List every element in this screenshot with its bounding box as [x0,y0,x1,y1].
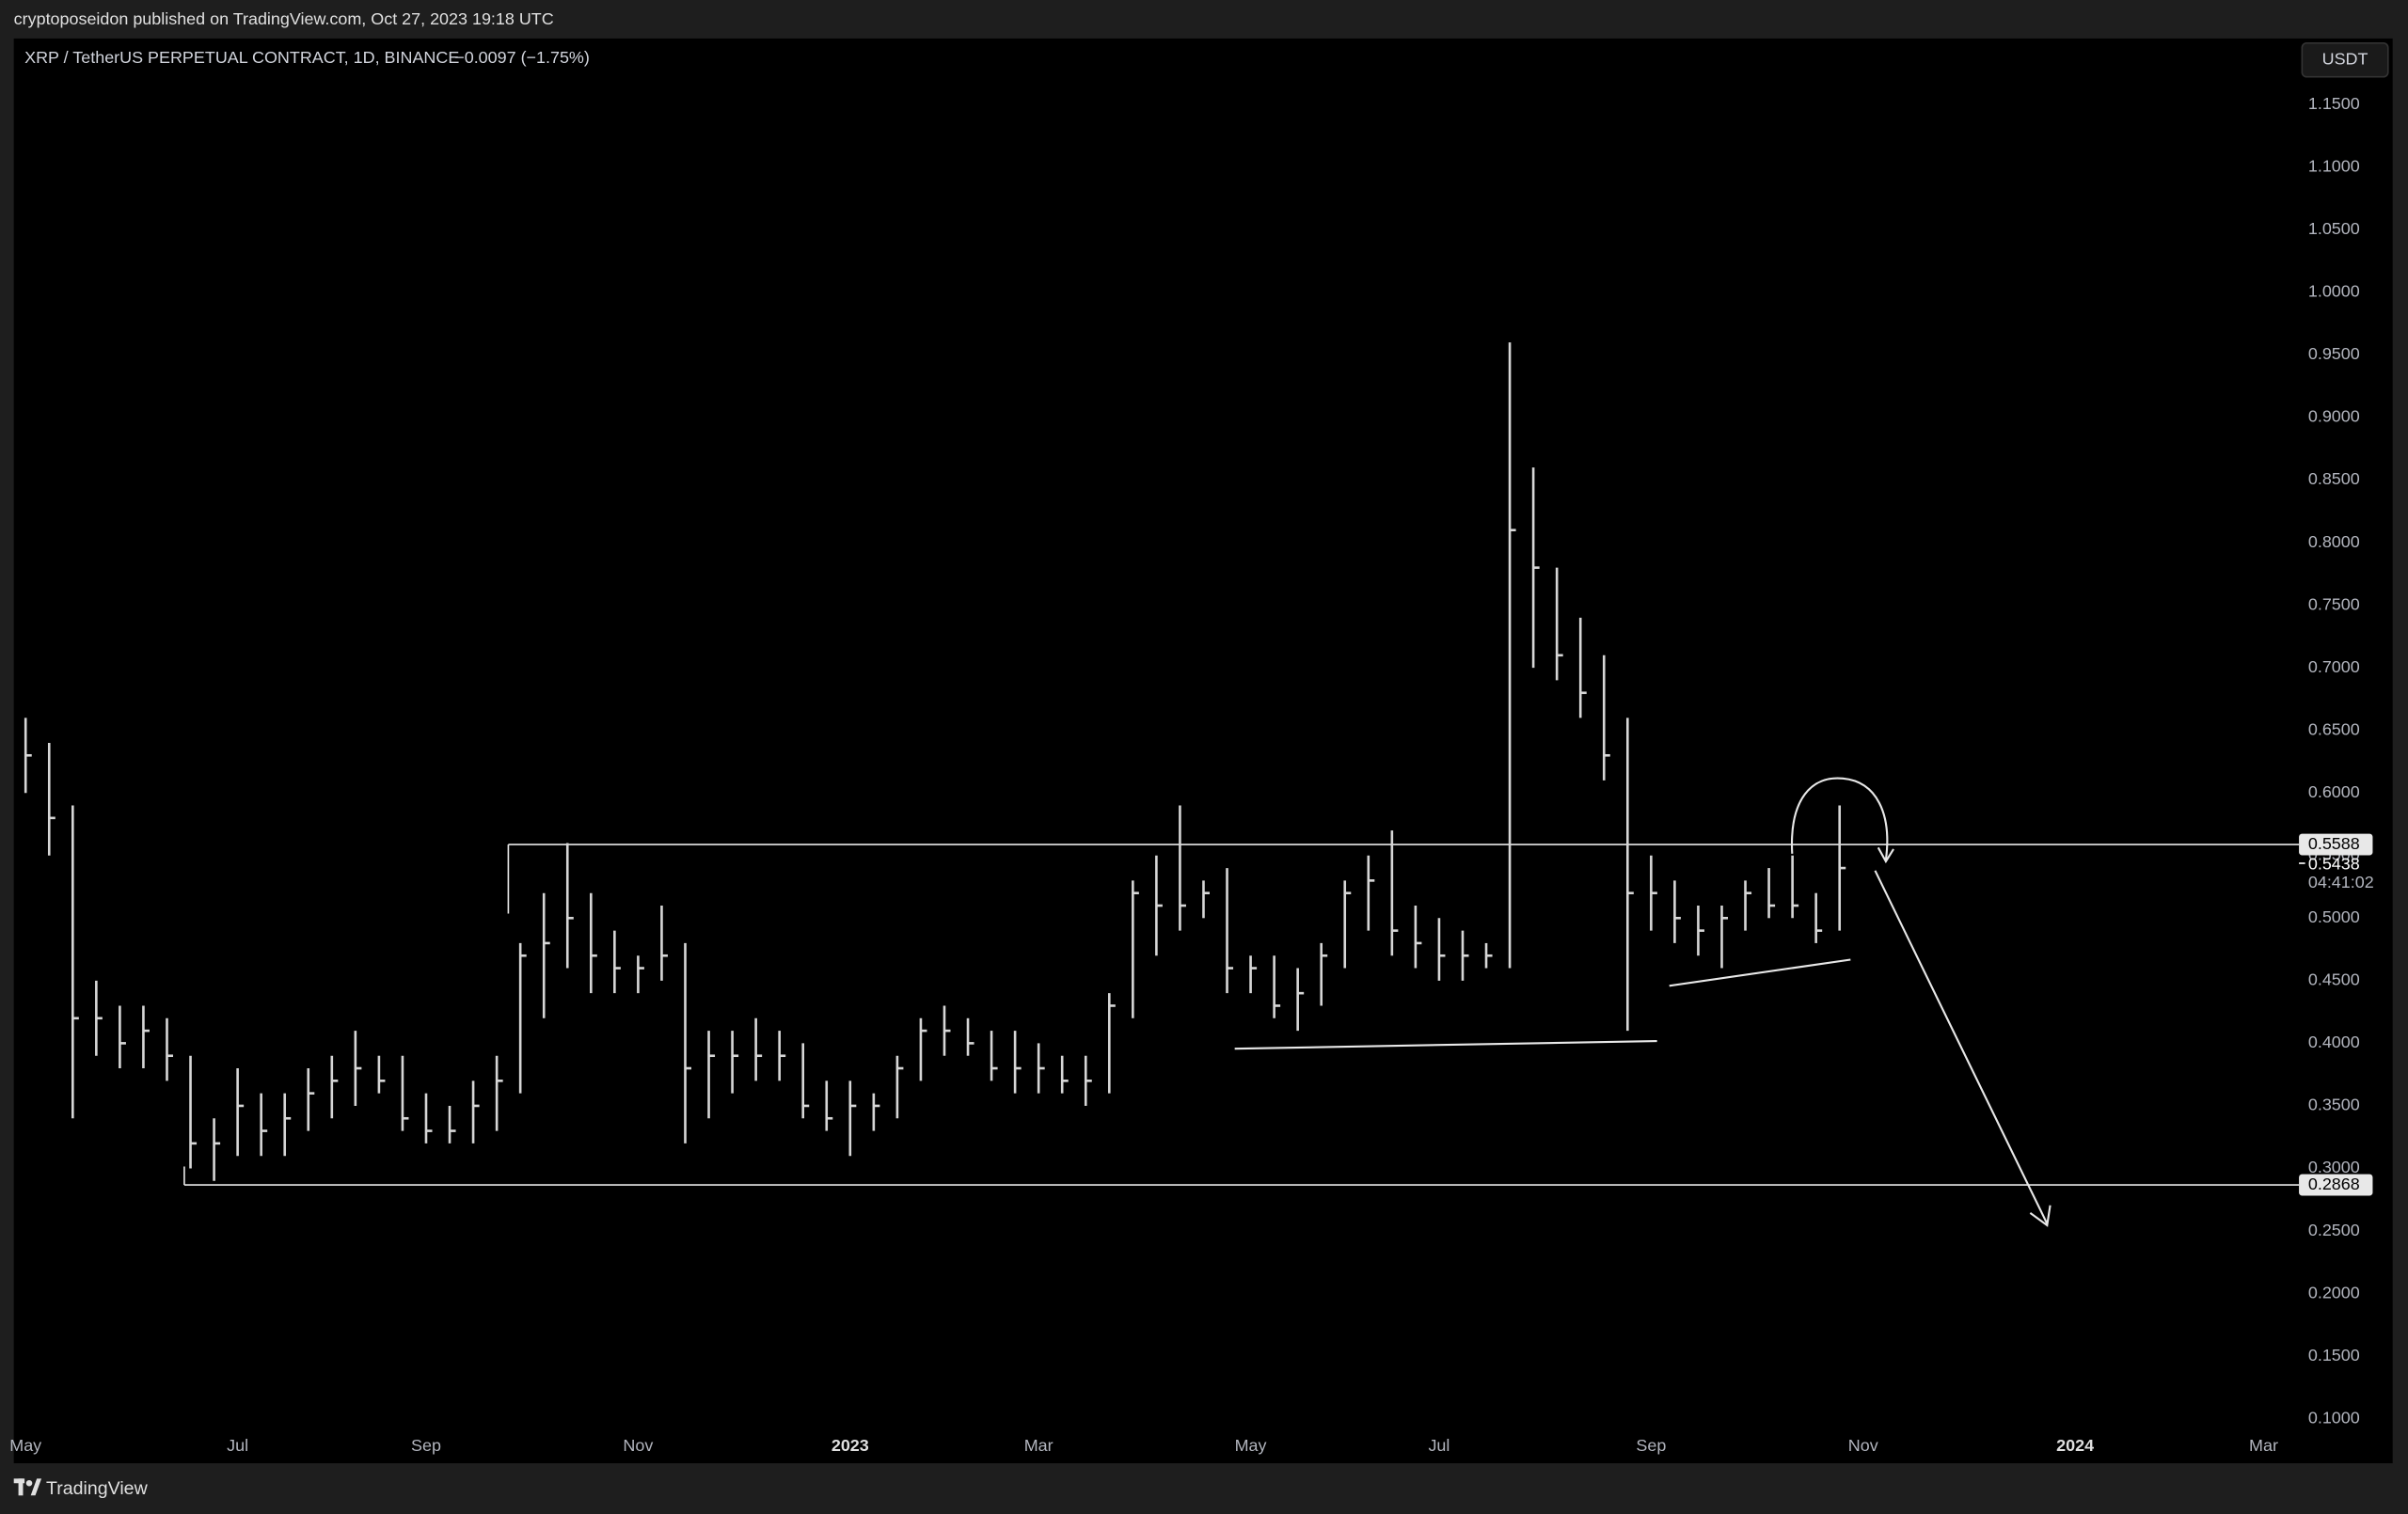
y-tick-label: 1.0000 [2308,282,2360,301]
y-tick-label: 1.1000 [2308,156,2360,175]
trendline [1234,1039,1657,1050]
y-tick-label: 0.6000 [2308,782,2360,801]
x-tick-label: Mar [2249,1436,2278,1455]
currency-label[interactable]: USDT [2322,50,2368,69]
y-tick-label: 0.5000 [2308,907,2360,926]
brand: TradingView [46,1478,149,1499]
y-tick-label: 0.6500 [2308,719,2360,738]
arc-head [1877,846,1894,864]
arrow-head [2029,1205,2052,1227]
y-tick-label: 0.3500 [2308,1096,2360,1114]
y-tick-label: 0.2500 [2308,1221,2360,1239]
level-tag [2299,833,2373,856]
y-tick-label: 0.9000 [2308,407,2360,426]
y-tick-label: 1.0500 [2308,219,2360,238]
y-tick-label: 1.1500 [2308,94,2360,113]
logo [13,1478,42,1496]
x-tick-label: 2023 [832,1436,869,1455]
x-tick-label: Sep [1636,1436,1666,1455]
x-tick-label: Nov [623,1436,653,1455]
trendline [1669,958,1851,987]
publish-note: cryptoposeidon published on TradingView.… [14,9,554,28]
drawings [1234,777,2052,1227]
x-tick-label: Mar [1024,1436,1054,1455]
x-tick-label: Jul [1428,1436,1450,1455]
y-tick-label: 0.4500 [2308,970,2360,989]
arc [1790,777,1889,860]
x-tick-label: Sep [411,1436,441,1455]
y-tick-label: 0.7000 [2308,657,2360,676]
y-tick-label: 0.3000 [2308,1158,2360,1176]
y-tick-label: 0.1500 [2308,1346,2360,1364]
change-label: −0.0097 (−1.75%) [454,48,590,67]
x-tick-label: Jul [227,1436,248,1455]
level-tag [2299,1174,2373,1196]
y-tick-label: 0.8500 [2308,469,2360,488]
y-tick-label: 0.7500 [2308,594,2360,613]
chart-panel [13,38,2393,1464]
x-tick-label: 2024 [2056,1436,2094,1455]
symbol-title: XRP / TetherUS PERPETUAL CONTRACT, 1D, B… [24,48,459,67]
last-price-label: 0.5438 [2308,854,2360,873]
x-tick-label: May [9,1436,41,1455]
currency-button[interactable] [2301,42,2389,78]
y-tick-label: 0.4000 [2308,1033,2360,1051]
level-label: 0.2868 [2308,1175,2360,1193]
countdown: 04:41:02 [2308,873,2374,891]
level-label: 0.5588 [2308,834,2360,853]
y-tick-label: 0.1000 [2308,1408,2360,1427]
x-tick-label: Nov [1848,1436,1878,1455]
arrow [1874,870,2049,1224]
y-tick-label: 0.9500 [2308,344,2360,363]
y-tick-label: 0.2000 [2308,1283,2360,1301]
y-tick-label: 0.8000 [2308,532,2360,551]
x-tick-label: May [1235,1436,1267,1455]
